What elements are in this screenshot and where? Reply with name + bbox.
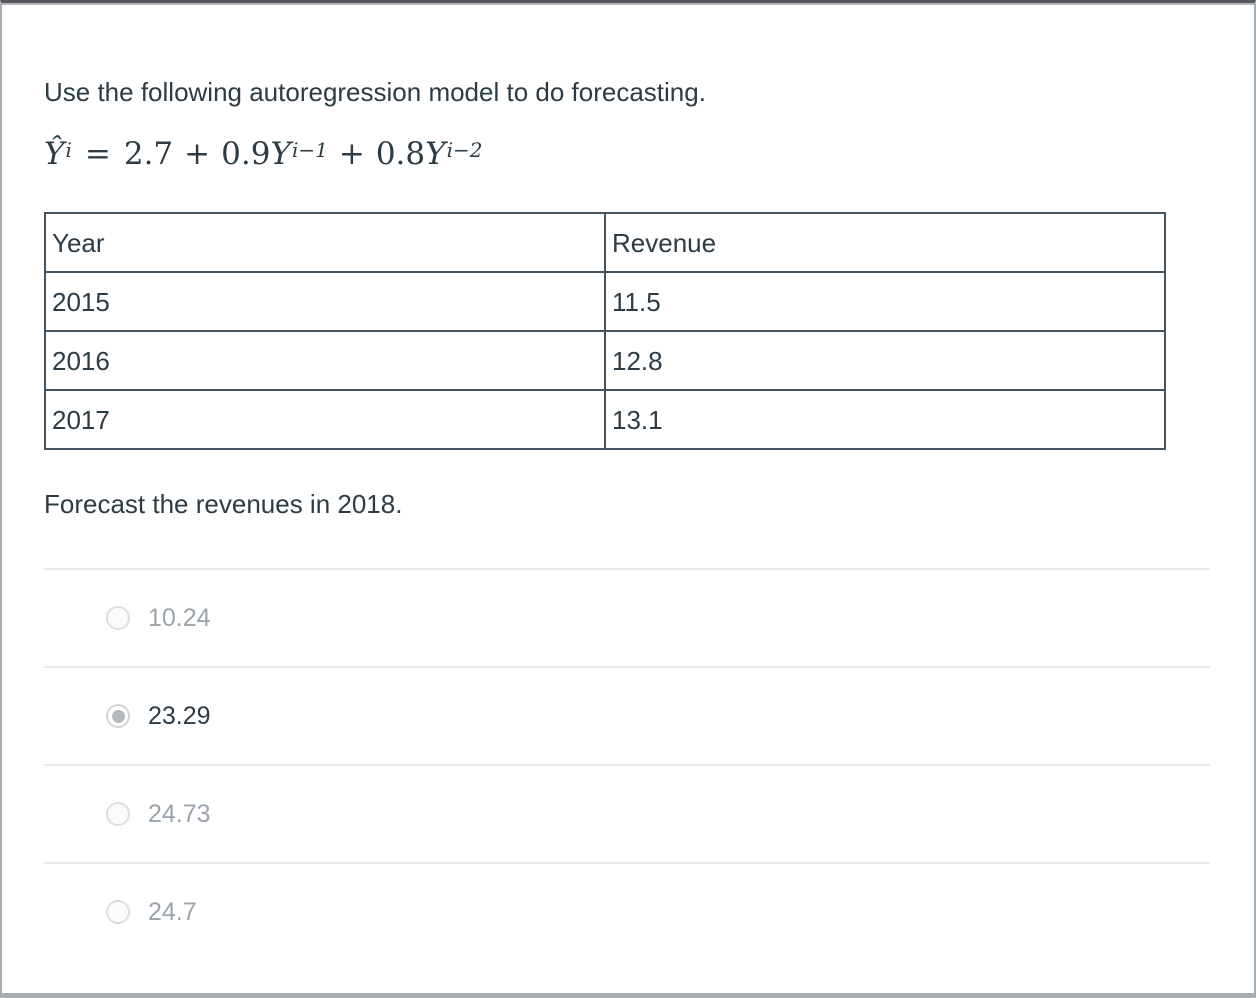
table-row: 2016 12.8: [44, 330, 1166, 391]
formula-lhs-variable: Ŷ: [44, 136, 65, 172]
radio-button-icon[interactable]: [106, 704, 130, 728]
formula-equals: =: [84, 136, 111, 172]
formula-plus-2: +: [338, 136, 365, 172]
table-cell-revenue: 11.5: [604, 271, 1166, 332]
table-cell-revenue: 12.8: [604, 330, 1166, 391]
formula-variable-2: Y: [425, 136, 446, 172]
table-cell-year: 2015: [44, 271, 606, 332]
table-header-revenue: Revenue: [604, 212, 1166, 273]
answer-option[interactable]: 23.29: [44, 666, 1210, 764]
formula-plus-1: +: [184, 136, 211, 172]
table-cell-year: 2016: [44, 330, 606, 391]
formula-constant: 2.7: [123, 136, 174, 172]
answer-option-label[interactable]: 10.24: [148, 603, 211, 632]
answer-options: 10.24 23.29 24.73 24.7: [44, 568, 1210, 960]
revenue-table: Year Revenue 2015 11.5 2016 12.8 2017 13…: [44, 212, 1166, 450]
followup-question: Forecast the revenues in 2018.: [44, 489, 403, 519]
answer-option-label[interactable]: 24.7: [148, 897, 197, 926]
quiz-question-body: Use the following autoregression model t…: [2, 5, 1254, 960]
answer-option[interactable]: 24.73: [44, 764, 1210, 862]
question-prompt: Use the following autoregression model t…: [44, 77, 706, 107]
radio-button-icon[interactable]: [106, 802, 130, 826]
formula-coefficient-1: 0.9: [221, 136, 271, 172]
answer-option[interactable]: 24.7: [44, 862, 1210, 960]
answer-option-label[interactable]: 24.73: [148, 799, 211, 828]
answer-option[interactable]: 10.24: [44, 568, 1210, 666]
answer-option-label[interactable]: 23.29: [148, 701, 211, 730]
radio-button-icon[interactable]: [106, 900, 130, 924]
table-row: 2015 11.5: [44, 271, 1166, 332]
table-cell-revenue: 13.1: [604, 389, 1166, 450]
table-header-row: Year Revenue: [44, 212, 1166, 273]
table-row: 2017 13.1: [44, 389, 1166, 450]
formula-variable-1: Y: [270, 136, 291, 172]
formula-coefficient-2: 0.8: [375, 136, 426, 172]
radio-dot-icon: [111, 709, 125, 723]
radio-button-icon[interactable]: [106, 606, 130, 630]
table-cell-year: 2017: [44, 389, 606, 450]
table-header-year: Year: [44, 212, 606, 273]
